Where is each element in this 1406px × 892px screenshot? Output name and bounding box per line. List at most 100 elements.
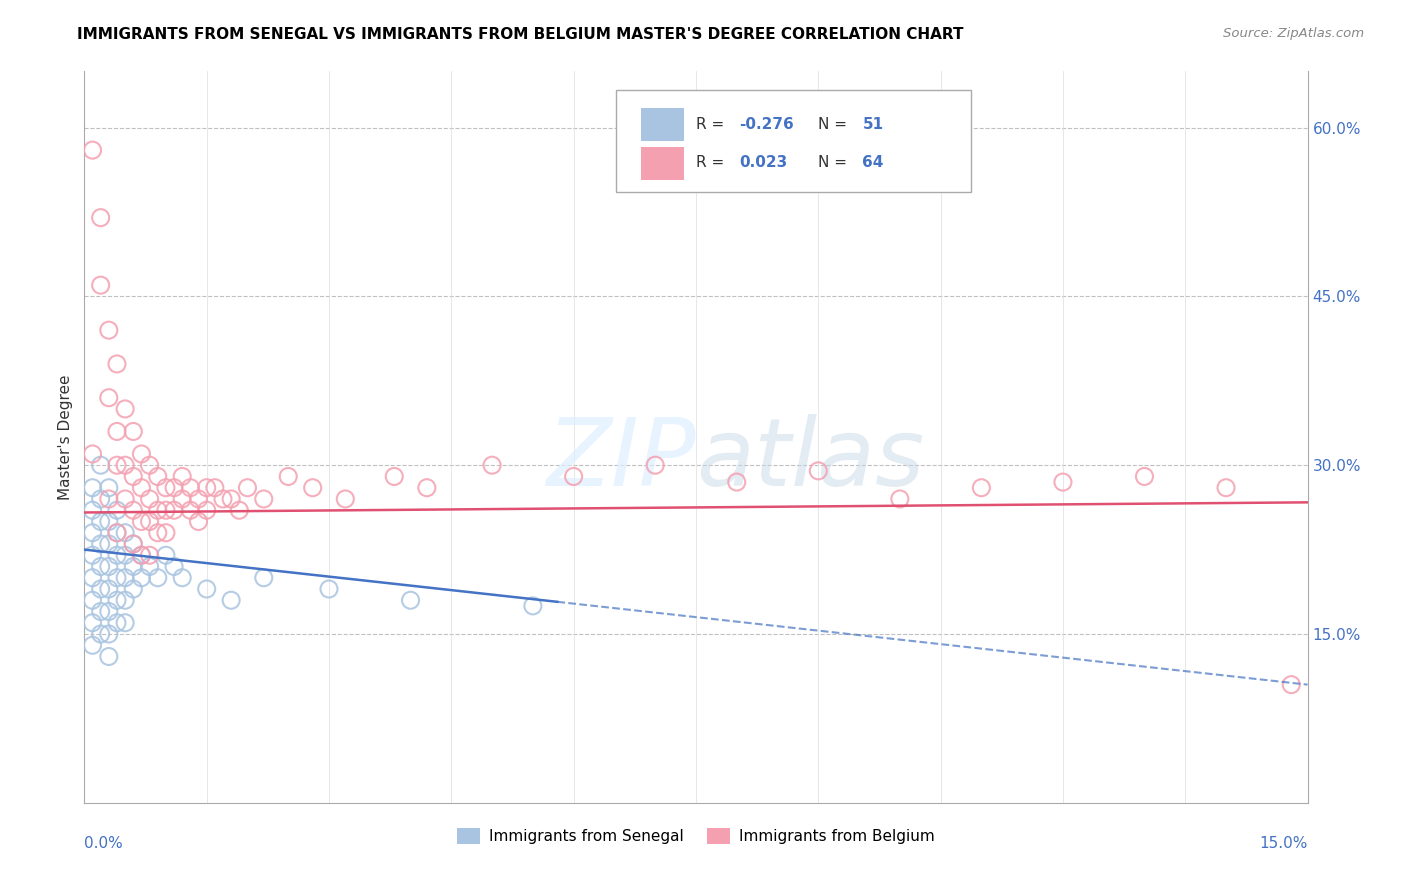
Point <box>219 491 242 506</box>
Y-axis label: Master's Degree: Master's Degree <box>58 375 73 500</box>
Point <box>82 615 104 630</box>
Text: N =: N = <box>818 117 852 131</box>
Point <box>172 491 194 506</box>
Point <box>318 582 340 596</box>
Point <box>97 491 120 506</box>
Point <box>644 458 666 473</box>
Point <box>335 491 357 506</box>
Point <box>236 481 259 495</box>
Point <box>82 571 104 585</box>
Point <box>382 469 405 483</box>
Point <box>146 571 169 585</box>
Point <box>187 491 209 506</box>
Point <box>155 525 177 540</box>
Point <box>122 503 145 517</box>
Point <box>138 559 160 574</box>
Point <box>228 503 250 517</box>
Point <box>122 537 145 551</box>
Point <box>1052 475 1074 489</box>
Point <box>97 391 120 405</box>
Point <box>105 615 128 630</box>
Point <box>138 548 160 562</box>
Point <box>195 582 218 596</box>
Text: -0.276: -0.276 <box>738 117 793 131</box>
Point <box>146 503 169 517</box>
Point <box>277 469 299 483</box>
Point <box>105 571 128 585</box>
Point <box>82 593 104 607</box>
Point <box>114 548 136 562</box>
Point <box>82 447 104 461</box>
Point <box>172 571 194 585</box>
Point <box>90 278 112 293</box>
Point <box>138 491 160 506</box>
Point <box>82 143 104 157</box>
Point <box>90 627 112 641</box>
Point <box>138 515 160 529</box>
Point <box>204 481 226 495</box>
Point <box>163 503 186 517</box>
Point <box>163 481 186 495</box>
Legend: Immigrants from Senegal, Immigrants from Belgium: Immigrants from Senegal, Immigrants from… <box>451 822 941 850</box>
Point <box>90 458 112 473</box>
Point <box>195 481 218 495</box>
Point <box>105 425 128 439</box>
Text: IMMIGRANTS FROM SENEGAL VS IMMIGRANTS FROM BELGIUM MASTER'S DEGREE CORRELATION C: IMMIGRANTS FROM SENEGAL VS IMMIGRANTS FR… <box>77 27 965 42</box>
Point <box>970 481 993 495</box>
Point <box>114 458 136 473</box>
Point <box>131 548 153 562</box>
Point <box>416 481 439 495</box>
Point <box>97 605 120 619</box>
Text: 15.0%: 15.0% <box>1260 836 1308 851</box>
Point <box>131 548 153 562</box>
Point <box>105 458 128 473</box>
Point <box>195 503 218 517</box>
Point <box>179 481 201 495</box>
Point <box>146 525 169 540</box>
Point <box>105 548 128 562</box>
Point <box>179 503 201 517</box>
Point <box>97 582 120 596</box>
Point <box>163 559 186 574</box>
Point <box>82 481 104 495</box>
Point <box>90 559 112 574</box>
Text: atlas: atlas <box>696 414 924 505</box>
Point <box>82 548 104 562</box>
Point <box>114 491 136 506</box>
Point <box>90 211 112 225</box>
Point <box>562 469 585 483</box>
Point <box>90 605 112 619</box>
Point <box>155 481 177 495</box>
Point <box>82 525 104 540</box>
Point <box>97 537 120 551</box>
Point <box>114 401 136 416</box>
Point <box>122 425 145 439</box>
FancyBboxPatch shape <box>641 146 683 179</box>
Point <box>155 548 177 562</box>
Point <box>1279 678 1302 692</box>
Text: 0.023: 0.023 <box>738 155 787 170</box>
Point <box>122 469 145 483</box>
Point <box>399 593 422 607</box>
Point <box>97 649 120 664</box>
Point <box>105 357 128 371</box>
Point <box>212 491 235 506</box>
Point <box>114 593 136 607</box>
Point <box>301 481 323 495</box>
Point <box>807 464 830 478</box>
Text: 64: 64 <box>862 155 884 170</box>
Point <box>97 559 120 574</box>
Point <box>114 615 136 630</box>
Point <box>105 525 128 540</box>
Text: Source: ZipAtlas.com: Source: ZipAtlas.com <box>1223 27 1364 40</box>
Point <box>90 515 112 529</box>
Text: R =: R = <box>696 155 730 170</box>
Point <box>1215 481 1237 495</box>
Point <box>253 491 276 506</box>
Point <box>105 593 128 607</box>
Point <box>131 515 153 529</box>
Point <box>82 503 104 517</box>
Text: N =: N = <box>818 155 852 170</box>
Point <box>253 571 276 585</box>
Point <box>155 503 177 517</box>
